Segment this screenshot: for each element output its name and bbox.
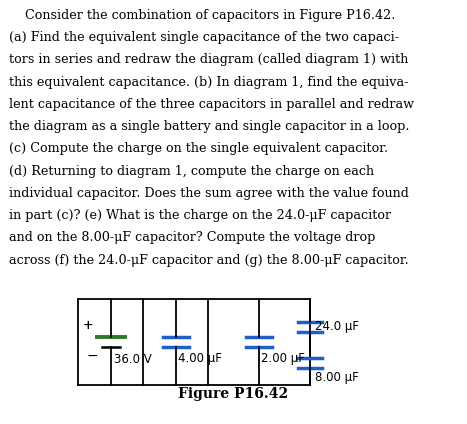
Text: 24.0 μF: 24.0 μF bbox=[315, 320, 359, 332]
Text: Consider the combination of capacitors in Figure P16.42.: Consider the combination of capacitors i… bbox=[9, 9, 396, 22]
Text: lent capacitance of the three capacitors in parallel and redraw: lent capacitance of the three capacitors… bbox=[9, 98, 414, 111]
Text: and on the 8.00-μF capacitor? Compute the voltage drop: and on the 8.00-μF capacitor? Compute th… bbox=[9, 232, 375, 245]
Text: +: + bbox=[83, 319, 93, 332]
Text: individual capacitor. Does the sum agree with the value found: individual capacitor. Does the sum agree… bbox=[9, 187, 409, 200]
Text: Figure P16.42: Figure P16.42 bbox=[178, 387, 289, 401]
Text: tors in series and redraw the diagram (called diagram 1) with: tors in series and redraw the diagram (c… bbox=[9, 53, 409, 67]
Text: (c) Compute the charge on the single equivalent capacitor.: (c) Compute the charge on the single equ… bbox=[9, 142, 389, 156]
Text: in part (c)? (e) What is the charge on the 24.0-μF capacitor: in part (c)? (e) What is the charge on t… bbox=[9, 209, 391, 222]
Text: 4.00 μF: 4.00 μF bbox=[177, 352, 221, 365]
Text: 2.00 μF: 2.00 μF bbox=[261, 352, 305, 365]
Text: the diagram as a single battery and single capacitor in a loop.: the diagram as a single battery and sing… bbox=[9, 120, 410, 133]
Text: 36.0 V: 36.0 V bbox=[113, 353, 151, 366]
Text: (d) Returning to diagram 1, compute the charge on each: (d) Returning to diagram 1, compute the … bbox=[9, 165, 375, 178]
Text: across (f) the 24.0-μF capacitor and (g) the 8.00-μF capacitor.: across (f) the 24.0-μF capacitor and (g)… bbox=[9, 254, 409, 267]
Text: (a) Find the equivalent single capacitance of the two capaci-: (a) Find the equivalent single capacitan… bbox=[9, 31, 399, 44]
Text: 8.00 μF: 8.00 μF bbox=[315, 371, 359, 385]
Text: this equivalent capacitance. (b) In diagram 1, find the equiva-: this equivalent capacitance. (b) In diag… bbox=[9, 75, 409, 89]
Text: −: − bbox=[87, 349, 99, 363]
